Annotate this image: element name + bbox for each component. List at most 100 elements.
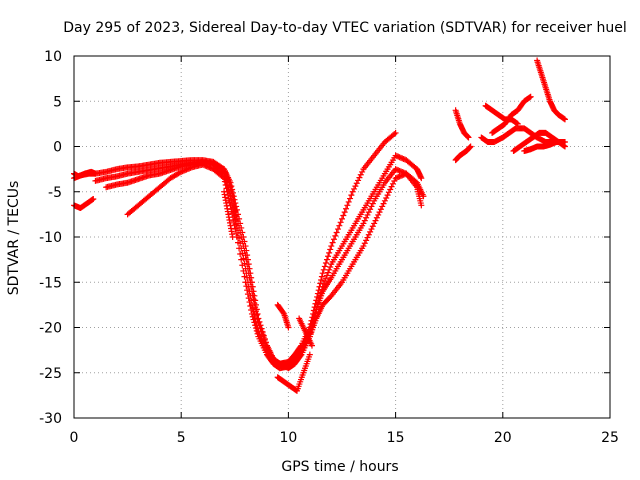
data-point xyxy=(253,327,260,334)
data-point xyxy=(252,322,259,329)
series-track-15 xyxy=(489,93,534,136)
data-point xyxy=(327,246,334,253)
data-point xyxy=(318,276,325,283)
data-point xyxy=(376,209,383,216)
data-point xyxy=(467,143,474,150)
data-point xyxy=(363,214,370,221)
data-point xyxy=(223,185,230,192)
data-point xyxy=(280,309,287,316)
series-track-5 xyxy=(221,188,236,240)
data-point xyxy=(176,169,183,176)
data-point xyxy=(341,209,348,216)
data-point xyxy=(229,234,236,240)
data-point xyxy=(242,252,249,259)
data-point xyxy=(226,198,233,205)
data-point xyxy=(343,205,350,212)
data-point xyxy=(360,220,367,227)
data-point xyxy=(527,93,534,100)
data-point xyxy=(348,192,355,199)
data-point xyxy=(247,303,254,310)
data-point xyxy=(340,212,347,219)
data-point xyxy=(364,234,371,241)
data-point xyxy=(244,291,251,298)
data-point xyxy=(345,198,352,205)
data-point xyxy=(420,193,427,200)
data-point xyxy=(333,229,340,236)
data-point xyxy=(380,200,387,207)
data-point xyxy=(90,195,97,202)
data-point xyxy=(243,283,250,290)
data-point xyxy=(244,274,251,281)
data-point xyxy=(230,218,237,225)
data-point xyxy=(332,232,339,239)
data-point xyxy=(353,180,360,187)
data-point xyxy=(356,174,363,181)
data-point xyxy=(339,215,345,222)
data-point xyxy=(465,134,472,141)
data-point xyxy=(559,138,566,145)
data-point xyxy=(92,170,99,177)
data-point xyxy=(334,226,341,233)
data-point xyxy=(383,194,390,201)
data-point xyxy=(392,129,399,136)
data-point xyxy=(371,220,378,227)
data-point xyxy=(373,214,380,221)
x-tick-label: 5 xyxy=(177,430,186,446)
data-point xyxy=(337,219,344,226)
data-point xyxy=(251,319,258,326)
y-tick-label: -20 xyxy=(39,321,62,337)
data-point xyxy=(365,209,372,216)
data-point xyxy=(385,189,392,196)
data-point xyxy=(355,177,362,184)
data-point xyxy=(240,267,247,274)
data-layer xyxy=(71,57,568,394)
data-point xyxy=(379,203,386,210)
y-tick-label: 0 xyxy=(53,140,62,156)
data-point xyxy=(352,183,359,190)
data-point xyxy=(229,210,236,217)
data-point xyxy=(377,206,384,213)
series-track-6 xyxy=(274,351,313,394)
data-point xyxy=(326,249,333,256)
y-tick-label: -25 xyxy=(39,366,62,382)
data-point xyxy=(249,313,256,320)
data-point xyxy=(561,143,568,150)
data-point xyxy=(360,243,367,250)
data-point xyxy=(561,116,568,123)
data-point xyxy=(319,270,326,277)
x-tick-label: 20 xyxy=(494,430,512,446)
data-point xyxy=(351,185,358,192)
data-point xyxy=(391,131,398,138)
data-point xyxy=(369,223,376,230)
data-point xyxy=(235,239,242,246)
x-tick-label: 10 xyxy=(279,430,297,446)
series-track-8 xyxy=(71,195,97,212)
data-point xyxy=(248,306,255,313)
data-point xyxy=(233,230,240,237)
series-track-2 xyxy=(92,152,425,372)
y-tick-label: -10 xyxy=(39,230,62,246)
data-point xyxy=(514,120,521,127)
data-point xyxy=(318,273,325,280)
data-point xyxy=(384,192,391,199)
data-point xyxy=(349,188,356,195)
x-axis-label: GPS time / hours xyxy=(281,459,398,475)
data-point xyxy=(222,181,229,188)
y-tick-label: -15 xyxy=(39,275,62,291)
data-point xyxy=(248,310,255,317)
data-point xyxy=(357,171,364,178)
data-point xyxy=(242,279,249,286)
data-point xyxy=(361,217,368,224)
data-point xyxy=(225,195,232,202)
data-point xyxy=(321,263,328,270)
series-track-10 xyxy=(274,301,292,331)
series-track-7 xyxy=(296,315,315,349)
data-point xyxy=(347,195,354,202)
y-axis-label: SDTVAR / TECUs xyxy=(6,181,22,296)
data-point xyxy=(372,217,379,224)
data-point xyxy=(221,175,228,182)
x-tick-label: 25 xyxy=(601,430,619,446)
series-track-4 xyxy=(124,161,427,372)
data-point xyxy=(246,299,253,306)
